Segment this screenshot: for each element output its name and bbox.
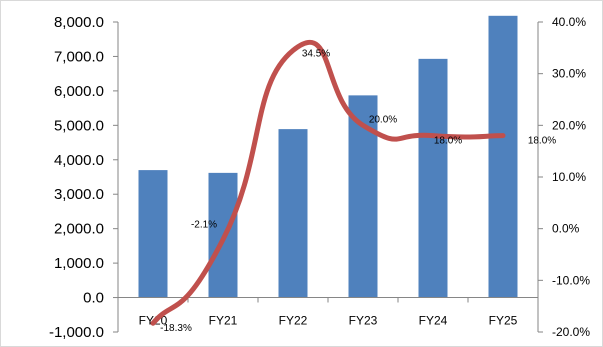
bar-fy22 [278,129,308,298]
left-tick-label: 5,000.0 [54,117,104,134]
left-tick-label: 8,000.0 [54,14,104,31]
left-tick-label: 0.0 [83,290,104,307]
point-label-fy23: 20.0% [369,114,397,125]
right-tick-label: 10.0% [552,170,586,184]
growth-line-series [150,39,506,326]
right-tick-label: 40.0% [552,15,586,29]
point-label-fy22: 34.5% [302,48,330,59]
right-axis: -20.0% -10.0% 0.0% 10.0% 20.0% 30.0% 40.0% [537,15,590,339]
left-tick-label: 6,000.0 [54,83,104,100]
category-label: FY23 [349,314,378,328]
category-label: FY25 [489,314,518,328]
right-tick-label: 30.0% [552,67,586,81]
point-label-fy21: -2.1% [191,220,217,231]
growth-line [150,39,506,326]
bar-fy20 [138,170,168,298]
category-label: FY21 [209,314,238,328]
point-label-fy24: 18.0% [434,136,462,147]
bar-fy24 [418,58,448,298]
point-label-fy20: -18.3% [160,323,192,334]
left-tick-label: 4,000.0 [54,152,104,169]
category-label: FY24 [419,314,448,328]
point-labels: -18.3% -2.1% 34.5% 20.0% 18.0% 18.0% [160,48,556,334]
left-tick-label: 2,000.0 [54,221,104,238]
right-tick-label: -10.0% [552,273,590,287]
left-axis: -1,000.0 0.0 1,000.0 2,000.0 3,000.0 4,000.0 5… [49,14,119,341]
left-tick-label: -1,000.0 [49,324,104,341]
right-tick-label: 20.0% [552,118,586,132]
category-label: FY22 [279,314,308,328]
point-label-fy25: 18.0% [528,136,556,147]
right-tick-label: 0.0% [552,222,580,236]
right-tick-label: -20.0% [552,325,590,339]
left-tick-label: 7,000.0 [54,48,104,65]
bar-fy25 [488,15,518,298]
left-tick-label: 3,000.0 [54,186,104,203]
left-tick-label: 1,000.0 [54,255,104,272]
